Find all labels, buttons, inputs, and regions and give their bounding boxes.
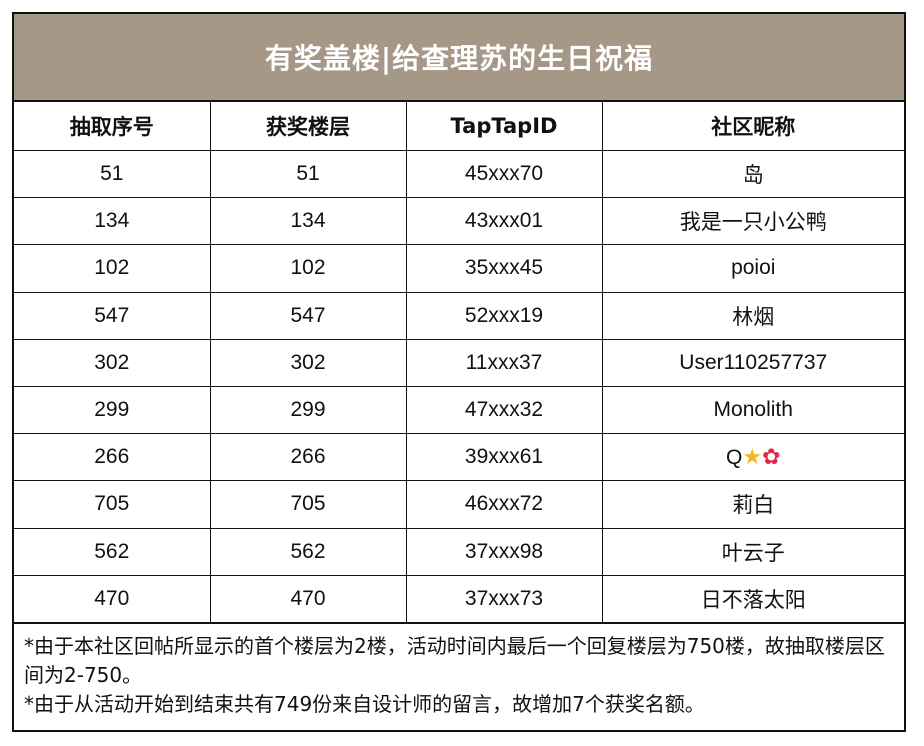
table-row: 302 302 11xxx37 User110257737 (14, 338, 904, 387)
cell-draw-number: 266 (14, 433, 211, 482)
cell-nickname: 莉白 (601, 480, 904, 529)
cell-floor: 562 (209, 527, 407, 576)
cell-taptap-id: 43xxx01 (405, 197, 603, 246)
cell-draw-number: 562 (14, 527, 211, 576)
cell-floor: 51 (209, 149, 407, 199)
cell-nickname: Q★✿ (601, 433, 904, 482)
table-row: 562 562 37xxx98 叶云子 (14, 527, 904, 576)
cell-taptap-id: 45xxx70 (405, 149, 603, 199)
table-header-row: 抽取序号 获奖楼层 TapTapID 社区昵称 (14, 102, 904, 151)
cell-nickname: User110257737 (601, 338, 904, 387)
results-table-card: 有奖盖楼|给查理苏的生日祝福 抽取序号 获奖楼层 TapTapID 社区昵称 5… (12, 12, 906, 732)
cell-taptap-id: 47xxx32 (405, 385, 603, 435)
star-emoji-icon: ★ (742, 444, 763, 470)
table-row: 266 266 39xxx61 Q★✿ (14, 433, 904, 482)
table-row: 470 470 37xxx73 日不落太阳 (14, 574, 904, 623)
cell-draw-number: 705 (14, 480, 211, 529)
table-row: 51 51 45xxx70 岛 (14, 149, 904, 199)
cell-taptap-id: 11xxx37 (405, 338, 603, 387)
cell-floor: 299 (209, 385, 407, 435)
page-title: 有奖盖楼|给查理苏的生日祝福 (264, 42, 654, 75)
cell-nickname: poioi (601, 244, 904, 293)
cell-floor: 470 (209, 574, 407, 623)
cell-draw-number: 470 (14, 574, 211, 623)
cell-draw-number: 299 (14, 385, 211, 435)
cell-floor: 102 (209, 244, 407, 293)
footnote-floor-range: *由于本社区回帖所显示的首个楼层为2楼，活动时间内最后一个回复楼层为750楼，故… (24, 633, 885, 687)
cell-draw-number: 302 (14, 338, 211, 387)
nickname-text: Q (725, 446, 743, 470)
cell-taptap-id: 37xxx98 (405, 527, 603, 576)
title-bar: 有奖盖楼|给查理苏的生日祝福 (14, 14, 904, 102)
cell-nickname: 叶云子 (601, 527, 904, 576)
header-taptap-id: TapTapID (405, 102, 603, 151)
cell-nickname: Monolith (601, 385, 904, 435)
footnotes: *由于本社区回帖所显示的首个楼层为2楼，活动时间内最后一个回复楼层为750楼，故… (14, 622, 904, 719)
cell-floor: 134 (209, 197, 407, 246)
cell-taptap-id: 35xxx45 (405, 244, 603, 293)
table-row: 299 299 47xxx32 Monolith (14, 385, 904, 435)
cell-taptap-id: 52xxx19 (405, 291, 603, 340)
header-nickname: 社区昵称 (601, 102, 904, 151)
table-row: 134 134 43xxx01 我是一只小公鸭 (14, 197, 904, 246)
header-floor: 获奖楼层 (209, 102, 407, 151)
cell-taptap-id: 39xxx61 (405, 433, 603, 482)
table-row: 705 705 46xxx72 莉白 (14, 480, 904, 529)
cell-draw-number: 51 (14, 149, 211, 199)
cell-draw-number: 102 (14, 244, 211, 293)
winners-table: 抽取序号 获奖楼层 TapTapID 社区昵称 51 51 45xxx70 岛 … (14, 102, 904, 623)
cell-floor: 266 (209, 433, 407, 482)
cell-nickname: 日不落太阳 (601, 574, 904, 623)
cell-taptap-id: 37xxx73 (405, 574, 603, 623)
cell-floor: 705 (209, 480, 407, 529)
cell-draw-number: 547 (14, 291, 211, 340)
cell-nickname: 林烟 (601, 291, 904, 340)
cell-nickname: 我是一只小公鸭 (601, 197, 904, 246)
cell-floor: 547 (209, 291, 407, 340)
cell-taptap-id: 46xxx72 (405, 480, 603, 529)
hibiscus-emoji-icon: ✿ (762, 444, 781, 470)
table-row: 547 547 52xxx19 林烟 (14, 291, 904, 340)
footnote-extra-prizes: *由于从活动开始到结束共有749份来自设计师的留言，故增加7个获奖名额。 (24, 691, 705, 716)
header-draw-number: 抽取序号 (14, 102, 211, 151)
table-row: 102 102 35xxx45 poioi (14, 244, 904, 293)
cell-draw-number: 134 (14, 197, 211, 246)
cell-nickname: 岛 (601, 149, 904, 199)
cell-floor: 302 (209, 338, 407, 387)
